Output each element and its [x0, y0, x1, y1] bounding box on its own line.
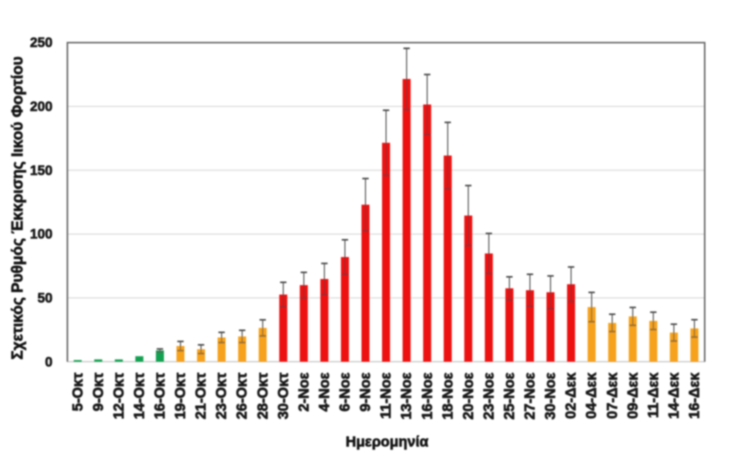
svg-text:2-Νοε: 2-Νοε	[296, 372, 312, 411]
svg-text:0: 0	[45, 354, 53, 369]
svg-text:21-Οκτ: 21-Οκτ	[194, 372, 210, 419]
svg-text:23-Οκτ: 23-Οκτ	[214, 372, 230, 419]
svg-text:9-Οκτ: 9-Οκτ	[91, 372, 107, 411]
svg-text:18-Νοε: 18-Νοε	[440, 372, 456, 419]
svg-text:04-Δεκ: 04-Δεκ	[584, 372, 600, 419]
svg-text:150: 150	[30, 163, 53, 178]
svg-text:14-Δεκ: 14-Δεκ	[666, 372, 682, 419]
svg-text:14-Οκτ: 14-Οκτ	[132, 372, 148, 419]
svg-text:11-Νοε: 11-Νοε	[379, 372, 395, 418]
svg-text:5-Οκτ: 5-Οκτ	[70, 372, 86, 411]
svg-text:23-Νοε: 23-Νοε	[481, 372, 497, 419]
svg-text:16-Δεκ: 16-Δεκ	[687, 372, 703, 419]
svg-text:9-Νοε: 9-Νοε	[358, 372, 374, 411]
svg-text:25-Νοε: 25-Νοε	[502, 372, 518, 419]
svg-text:30-Οκτ: 30-Οκτ	[276, 372, 292, 419]
svg-text:Ημερομηνία: Ημερομηνία	[346, 435, 429, 451]
svg-text:6-Νοε: 6-Νοε	[338, 372, 354, 411]
svg-text:13-Νοε: 13-Νοε	[399, 372, 415, 419]
svg-text:26-Οκτ: 26-Οκτ	[235, 372, 251, 419]
svg-text:100: 100	[30, 227, 53, 242]
svg-text:27-Νοε: 27-Νοε	[523, 372, 539, 419]
svg-text:30-Νοε: 30-Νοε	[543, 372, 559, 419]
svg-text:Σχετικός Ρυθμός Έκκρισης Ιικού: Σχετικός Ρυθμός Έκκρισης Ιικού Φορτίου	[10, 56, 27, 359]
svg-text:250: 250	[30, 35, 53, 50]
svg-text:16-Οκτ: 16-Οκτ	[153, 372, 169, 419]
svg-text:16-Νοε: 16-Νοε	[420, 372, 436, 419]
svg-text:09-Δεκ: 09-Δεκ	[625, 372, 641, 419]
svg-text:12-Οκτ: 12-Οκτ	[111, 372, 127, 419]
svg-text:02-Δεκ: 02-Δεκ	[564, 372, 580, 419]
svg-text:200: 200	[30, 99, 53, 114]
svg-text:28-Οκτ: 28-Οκτ	[255, 372, 271, 419]
svg-text:07-Δεκ: 07-Δεκ	[605, 372, 621, 419]
svg-text:19-Οκτ: 19-Οκτ	[173, 372, 189, 419]
svg-text:4-Νοε: 4-Νοε	[317, 372, 333, 411]
svg-text:11-Δεκ: 11-Δεκ	[646, 372, 662, 418]
svg-text:20-Νοε: 20-Νοε	[461, 372, 477, 419]
svg-text:50: 50	[37, 291, 52, 306]
